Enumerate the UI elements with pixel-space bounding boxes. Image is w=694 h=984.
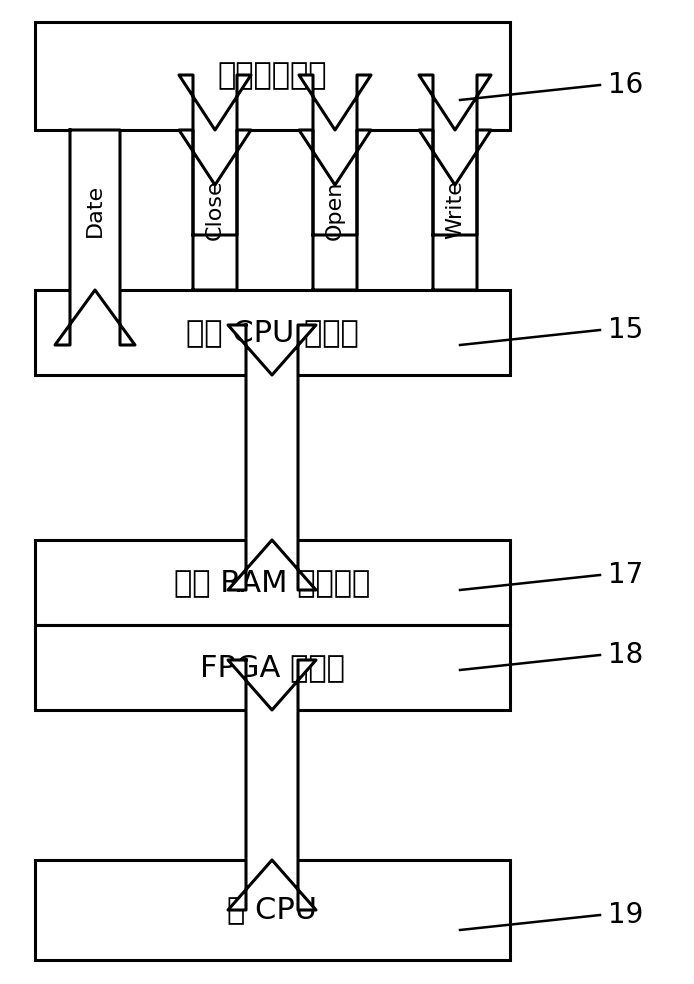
Polygon shape [228,325,316,590]
Polygon shape [179,130,251,235]
Text: 16: 16 [608,71,643,99]
Text: Open: Open [325,180,345,240]
Bar [35,625,510,710]
Polygon shape [299,75,371,290]
Text: 15: 15 [608,316,643,344]
Polygon shape [419,130,491,235]
Text: 用户应用程序: 用户应用程序 [218,61,328,91]
Text: 双口 RAM 驱动程序: 双口 RAM 驱动程序 [174,568,371,597]
Text: Date: Date [85,183,105,236]
Text: FPGA 处理器: FPGA 处理器 [200,653,345,682]
Bar [35,290,510,375]
Polygon shape [228,660,316,910]
Text: Write: Write [445,180,465,239]
Text: Close: Close [205,180,225,240]
Polygon shape [55,130,135,345]
Bar [35,540,510,625]
Polygon shape [419,75,491,290]
Text: 19: 19 [608,901,643,929]
Bar [35,22,510,130]
Text: 18: 18 [608,641,643,669]
Text: 主 CPU: 主 CPU [228,895,317,925]
Text: 17: 17 [608,561,643,589]
Bar [35,860,510,960]
Text: 监视 CPU 处理器: 监视 CPU 处理器 [186,318,359,347]
Polygon shape [179,75,251,290]
Polygon shape [299,130,371,235]
